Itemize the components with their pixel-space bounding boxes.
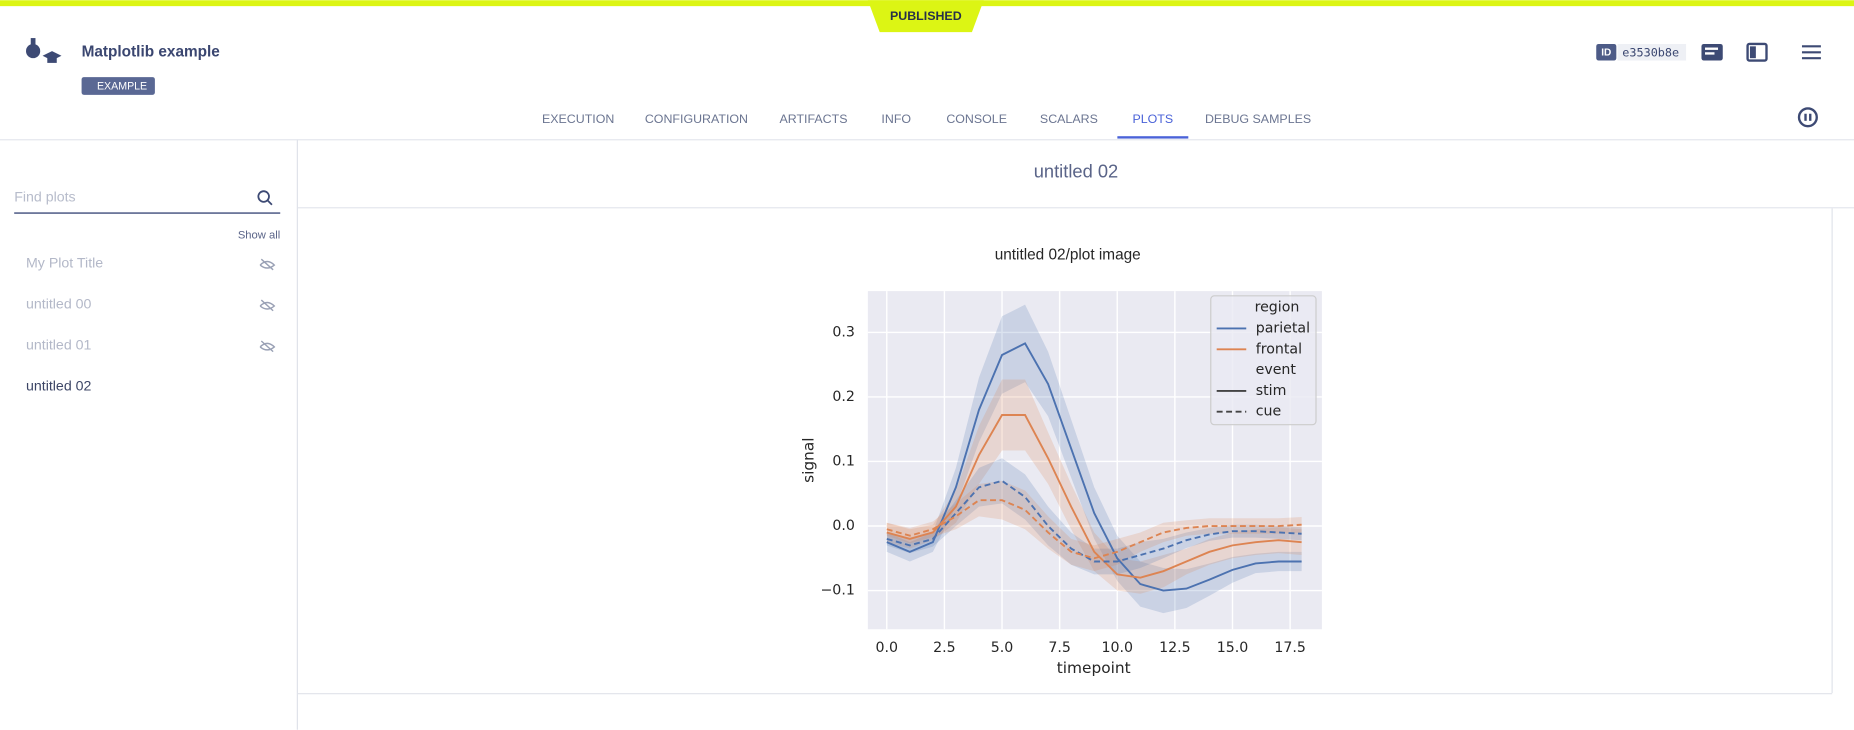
info-icon[interactable] bbox=[1701, 43, 1723, 61]
refresh-icon[interactable] bbox=[1797, 107, 1818, 128]
tab-underline bbox=[1117, 136, 1189, 139]
x-tick-label: 7.5 bbox=[1048, 640, 1071, 656]
hidden-icon[interactable] bbox=[259, 340, 276, 353]
tabs: EXECUTION CONFIGURATION ARTIFACTS INFO CONSO… bbox=[542, 112, 1311, 139]
legend-title: event bbox=[1256, 362, 1297, 378]
x-tick-label: 12.5 bbox=[1159, 640, 1191, 656]
x-tick-label: 17.5 bbox=[1274, 640, 1306, 656]
x-axis-label: timepoint bbox=[1057, 659, 1131, 677]
legend: region parietal frontal event stim cue bbox=[1210, 295, 1317, 426]
tag-text: EXAMPLE bbox=[97, 80, 147, 92]
search-icon[interactable] bbox=[257, 190, 273, 206]
tab[interactable]: ARTIFACTS bbox=[779, 112, 847, 126]
legend-label[interactable]: stim bbox=[1256, 383, 1287, 399]
tab[interactable]: SCALARS bbox=[1040, 112, 1098, 126]
slash bbox=[260, 299, 274, 312]
confidence-band bbox=[886, 379, 1302, 594]
plot-list-item[interactable]: My Plot Title bbox=[26, 256, 103, 272]
legend-label[interactable]: frontal bbox=[1256, 341, 1302, 357]
logo bbox=[26, 38, 62, 63]
search-input[interactable]: Find plots bbox=[14, 189, 75, 205]
series-line bbox=[886, 342, 1302, 592]
series-line bbox=[886, 479, 1302, 563]
tab[interactable]: CONFIGURATION bbox=[645, 112, 748, 126]
y-axis-label: signal bbox=[799, 437, 817, 482]
status-text: PUBLISHED bbox=[890, 9, 962, 23]
plot-list-item[interactable]: untitled 00 bbox=[26, 297, 92, 313]
y-tick-label: 0.1 bbox=[832, 453, 855, 469]
x-tick-label: 15.0 bbox=[1217, 640, 1249, 656]
plot-image: untitled 02/plot image timepoint signal … bbox=[799, 247, 1322, 677]
id-badge bbox=[1596, 43, 1617, 61]
id-label: ID bbox=[1601, 48, 1611, 59]
series-line bbox=[886, 414, 1302, 579]
legend-label[interactable]: parietal bbox=[1256, 320, 1310, 336]
slash bbox=[260, 258, 274, 271]
confidence-band bbox=[886, 480, 1302, 572]
section-title: untitled 02 bbox=[1034, 161, 1119, 182]
menu-icon[interactable] bbox=[1801, 45, 1821, 60]
id-value: e3530b8e bbox=[1622, 45, 1679, 59]
y-tick-label: 0.2 bbox=[832, 389, 855, 405]
id-box[interactable] bbox=[1617, 43, 1687, 61]
hidden-icon[interactable] bbox=[259, 299, 276, 312]
tab[interactable]: CONSOLE bbox=[946, 112, 1007, 126]
tab[interactable]: EXECUTION bbox=[542, 112, 614, 126]
tab[interactable]: PLOTS bbox=[1132, 112, 1173, 126]
y-tick-label: 0.0 bbox=[832, 518, 855, 534]
show-all[interactable]: Show all bbox=[238, 229, 280, 241]
y-tick-label: 0.3 bbox=[832, 324, 855, 340]
chart-title: untitled 02/plot image bbox=[995, 247, 1141, 264]
slash bbox=[260, 340, 274, 353]
tab[interactable]: INFO bbox=[881, 112, 911, 126]
plot-list-item[interactable]: untitled 02 bbox=[26, 378, 92, 394]
series-line bbox=[886, 499, 1302, 560]
x-tick-label: 5.0 bbox=[991, 640, 1014, 656]
tab[interactable]: DEBUG SAMPLES bbox=[1205, 112, 1311, 126]
legend-label[interactable]: cue bbox=[1256, 404, 1281, 420]
hidden-icon[interactable] bbox=[259, 258, 276, 271]
plot-list-item[interactable]: untitled 01 bbox=[26, 337, 92, 353]
legend-title: region bbox=[1255, 300, 1300, 316]
confidence-band bbox=[886, 458, 1302, 575]
tag-badge[interactable] bbox=[81, 77, 155, 95]
experiment-title: Matplotlib example bbox=[82, 43, 221, 60]
x-tick-label: 0.0 bbox=[876, 640, 899, 656]
status-badge bbox=[867, 0, 984, 33]
x-tick-label: 2.5 bbox=[933, 640, 956, 656]
y-tick-label: −0.1 bbox=[820, 583, 854, 599]
layout-icon[interactable] bbox=[1746, 42, 1768, 62]
plot-list: My Plot Title untitled 00 untitled 01 untit… bbox=[26, 256, 276, 394]
x-tick-label: 10.0 bbox=[1101, 640, 1133, 656]
